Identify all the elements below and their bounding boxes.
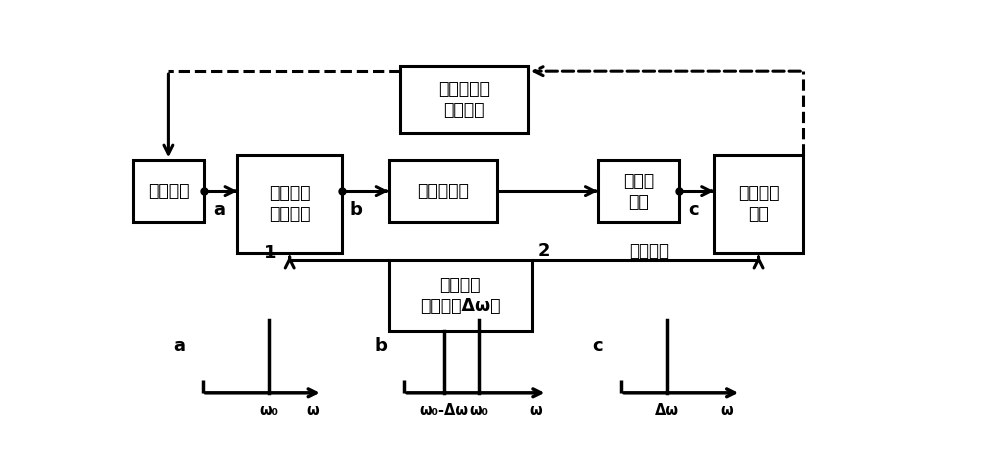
Text: 2: 2 <box>537 242 550 260</box>
Text: 微波模块
（频率为Δω）: 微波模块 （频率为Δω） <box>420 276 500 315</box>
Text: ω₀-Δω: ω₀-Δω <box>420 403 469 418</box>
Text: c: c <box>688 201 698 219</box>
Text: a: a <box>173 337 185 354</box>
Bar <box>714 155 803 253</box>
Text: a: a <box>213 201 225 219</box>
Bar <box>388 260 532 331</box>
Bar <box>598 160 679 222</box>
Text: b: b <box>350 201 362 219</box>
Text: 参考信号: 参考信号 <box>629 242 669 260</box>
Text: c: c <box>592 337 603 354</box>
Text: ω: ω <box>530 403 542 418</box>
Text: Δω: Δω <box>655 403 679 418</box>
Text: 带载波的
移频模块: 带载波的 移频模块 <box>269 185 310 223</box>
Text: ω: ω <box>720 403 733 418</box>
Bar <box>400 66 528 133</box>
Text: 待测光器件: 待测光器件 <box>417 182 469 200</box>
Text: ω₀: ω₀ <box>259 403 278 418</box>
Bar <box>237 155 342 253</box>
Bar <box>133 160 204 222</box>
Text: 控制及数据
处理模块: 控制及数据 处理模块 <box>438 80 490 119</box>
Text: 光源模块: 光源模块 <box>148 182 189 200</box>
Text: b: b <box>374 337 387 354</box>
Text: 幅相提取
模块: 幅相提取 模块 <box>738 185 779 223</box>
Bar <box>388 160 497 222</box>
Text: 光探测
模块: 光探测 模块 <box>623 172 654 211</box>
Text: ω₀: ω₀ <box>469 403 488 418</box>
Text: 1: 1 <box>264 244 277 262</box>
Text: ω: ω <box>307 403 319 418</box>
